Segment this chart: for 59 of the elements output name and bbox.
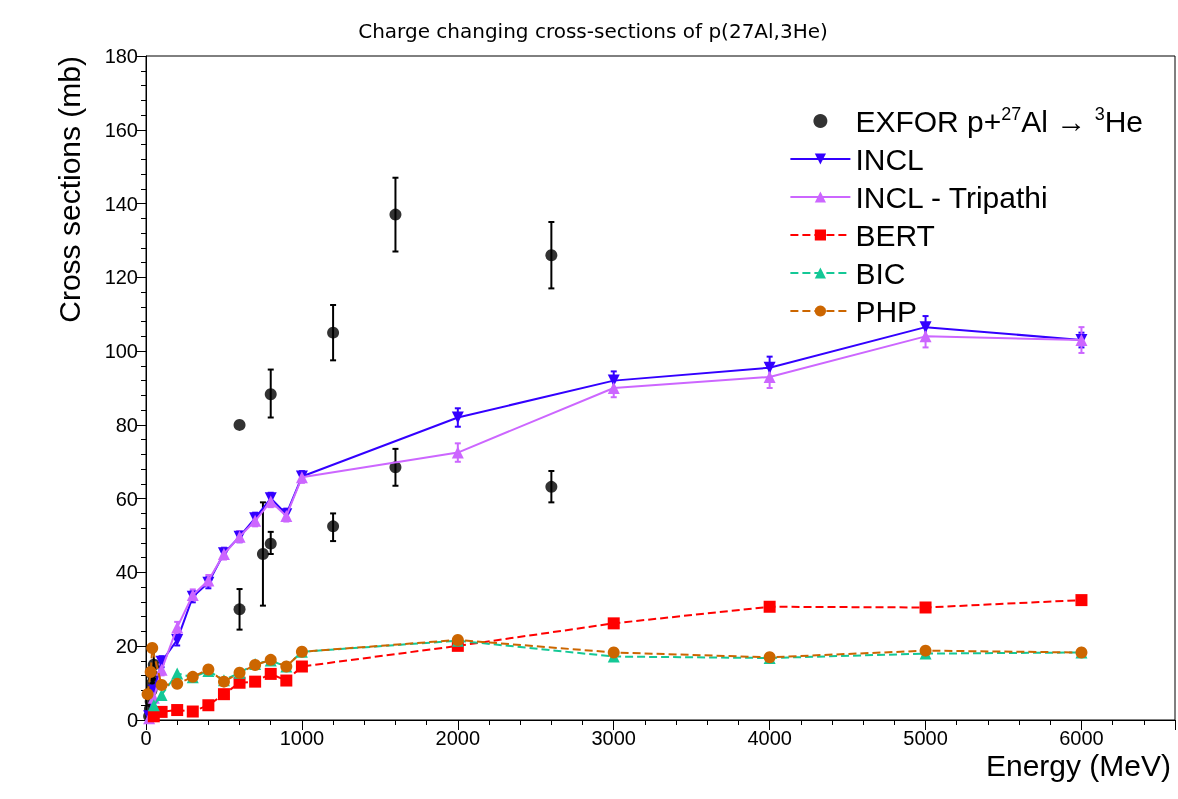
x-tick-label: 4000 (747, 727, 792, 749)
legend-label: PHP (855, 294, 918, 328)
y-tick-label: 0 (126, 709, 138, 731)
x-tick-label: 3000 (591, 727, 636, 749)
chart-title: Charge changing cross-sections of p(27Al,3He) (358, 19, 828, 43)
point (451, 411, 464, 424)
x-tick-label: 1000 (279, 727, 325, 749)
y-tick-label: 160 (104, 118, 138, 141)
point (202, 699, 215, 712)
legend-label: INCL - Tripathi (855, 180, 1048, 214)
point (389, 208, 402, 221)
point (155, 678, 168, 691)
x-tick-label: 2000 (435, 727, 481, 749)
x-tick-label: 6000 (1059, 727, 1104, 749)
point (607, 617, 620, 630)
point (763, 361, 776, 374)
point (146, 642, 159, 655)
point (763, 600, 776, 613)
point (607, 646, 620, 659)
legend-label: BERT (855, 218, 935, 252)
legend-label: INCL (855, 142, 924, 176)
point (451, 446, 464, 459)
x-tick-label: 0 (140, 727, 152, 749)
y-axis-title: Cross sections (mb) (52, 56, 86, 323)
point (280, 674, 293, 687)
y-tick-label: 140 (104, 192, 138, 215)
point (295, 660, 308, 673)
legend-label: BIC (855, 256, 906, 290)
point (545, 249, 558, 262)
x-axis-title: Energy (MeV) (985, 748, 1171, 782)
x-tick-label: 5000 (903, 727, 948, 749)
point (233, 603, 246, 616)
point (186, 705, 199, 718)
y-tick-label: 120 (104, 266, 138, 289)
point (233, 418, 246, 431)
point (171, 677, 184, 690)
point (919, 601, 932, 614)
y-tick-label: 40 (115, 561, 138, 584)
point (327, 326, 340, 339)
y-tick-label: 100 (104, 340, 138, 363)
point (763, 370, 776, 383)
point (607, 382, 620, 394)
point (249, 675, 262, 688)
point (1075, 594, 1088, 607)
y-tick-label: 60 (115, 487, 138, 510)
point (171, 704, 184, 717)
point (141, 688, 154, 701)
point (264, 388, 277, 401)
y-tick-label: 20 (115, 635, 138, 658)
point (264, 537, 277, 550)
point (147, 699, 160, 712)
point (217, 688, 230, 701)
point (919, 330, 932, 343)
point (256, 548, 269, 560)
y-tick-label: 80 (115, 413, 138, 436)
point (264, 667, 277, 680)
point (545, 480, 558, 493)
point (327, 520, 340, 533)
y-tick-label: 180 (104, 45, 138, 67)
